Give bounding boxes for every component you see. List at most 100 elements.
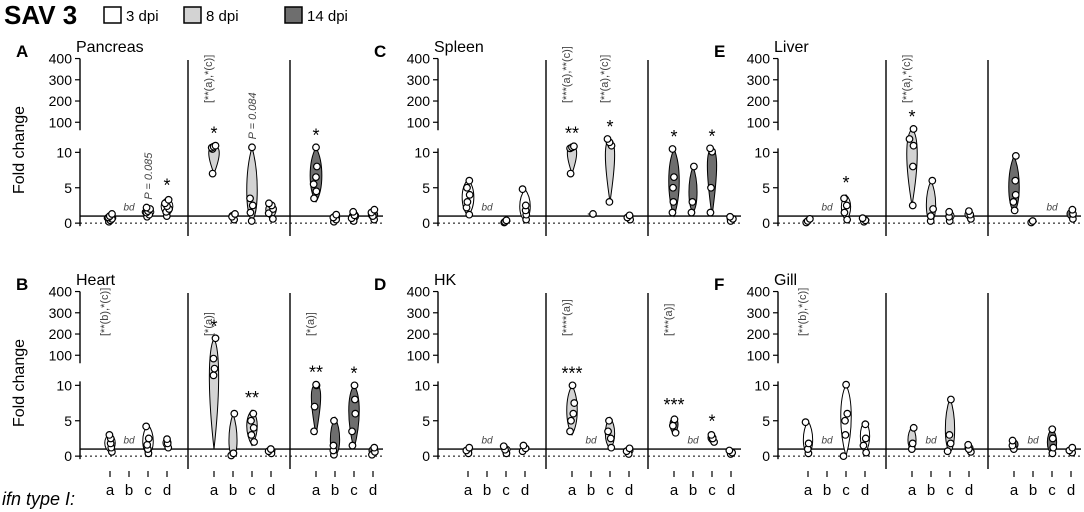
data-point	[926, 212, 935, 220]
data-point	[945, 431, 954, 439]
y-tick-label: 10	[414, 144, 430, 160]
x-category-label: d	[861, 482, 869, 499]
data-point	[247, 416, 255, 425]
data-point	[842, 380, 850, 389]
data-point	[164, 195, 173, 204]
significance-bracket: [****(a)]	[561, 299, 573, 336]
data-point	[929, 205, 937, 213]
x-category-label: b	[823, 482, 831, 499]
data-point	[946, 439, 955, 448]
data-point	[351, 409, 360, 418]
y-tick-label: 400	[747, 284, 771, 300]
x-category-label: c	[1048, 482, 1056, 499]
data-point	[841, 416, 849, 425]
data-point	[249, 423, 258, 432]
data-point	[312, 187, 321, 196]
data-point	[606, 434, 615, 443]
x-category-label: c	[350, 482, 358, 499]
data-point	[518, 185, 527, 194]
figure-title: SAV 3	[4, 0, 77, 30]
data-point	[1011, 151, 1020, 160]
y-tick-label: 10	[56, 144, 72, 160]
x-category-label: c	[946, 482, 954, 499]
below-detection-label: bd	[821, 435, 833, 446]
panel-c: C Spleen 0 5 10 100 200 300 400 bd [***(a),**(c)] […	[374, 39, 741, 236]
data-point	[309, 180, 318, 189]
data-point	[348, 441, 357, 450]
y-tick-label: 400	[49, 284, 73, 300]
data-point	[144, 434, 153, 443]
panel-letter: D	[374, 275, 386, 294]
y-tick-label: 400	[407, 51, 431, 67]
data-point	[840, 208, 849, 217]
x-category-label: a	[908, 482, 917, 499]
legend-label-8dpi: 8 dpi	[206, 8, 239, 25]
x-category-label: c	[606, 482, 614, 499]
y-tick-label: 300	[49, 72, 73, 88]
data-point	[1048, 425, 1057, 434]
data-point	[266, 445, 275, 453]
data-point	[1049, 443, 1058, 452]
data-point	[163, 435, 171, 444]
data-point	[909, 125, 918, 133]
significance-star: *	[312, 125, 319, 145]
data-point	[861, 420, 870, 429]
y-tick-label: 0	[762, 215, 770, 231]
violin-shape	[668, 147, 680, 218]
significance-bracket: [***(a)]	[663, 304, 675, 336]
y-tick-label: 10	[56, 377, 72, 393]
x-category-label: b	[331, 482, 339, 499]
below-detection-label: bd	[123, 202, 135, 213]
x-category-label: d	[369, 482, 377, 499]
p-value-note: P = 0.084	[247, 92, 259, 139]
x-category-label: a	[464, 482, 473, 499]
data-point	[142, 422, 151, 431]
x-category-label: b	[229, 482, 237, 499]
data-point	[142, 203, 151, 212]
significance-star: *	[210, 124, 217, 144]
data-point	[569, 409, 578, 418]
data-point	[499, 442, 508, 451]
y-tick-label: 300	[747, 305, 771, 321]
panel-letter: C	[374, 42, 386, 61]
data-point	[947, 395, 955, 404]
data-point	[351, 395, 359, 404]
x-category-label: d	[163, 482, 171, 499]
data-point	[945, 207, 954, 216]
legend-swatch-14dpi	[284, 6, 303, 24]
y-tick-label: 100	[49, 347, 73, 363]
panel-tissue-name: Gill	[774, 272, 797, 289]
data-point	[604, 427, 612, 436]
data-point	[668, 145, 677, 153]
x-category-label: b	[125, 482, 133, 499]
data-point	[1028, 217, 1037, 225]
y-tick-label: 200	[49, 326, 73, 342]
x-category-label: a	[568, 482, 577, 499]
data-point	[707, 431, 716, 439]
significance-star: ***	[561, 363, 582, 383]
x-category-label: d	[727, 482, 735, 499]
data-point	[247, 217, 256, 225]
data-point	[246, 194, 254, 203]
data-point	[566, 427, 574, 436]
y-axis-title-top: Fold change	[11, 106, 28, 194]
data-point	[805, 215, 814, 223]
significance-bracket: [**(b),*(c)]	[797, 288, 809, 336]
data-point	[465, 190, 474, 199]
data-point	[688, 198, 697, 206]
data-point	[265, 199, 273, 208]
data-point	[841, 431, 850, 439]
y-tick-label: 300	[747, 72, 771, 88]
data-point	[690, 162, 698, 171]
x-category-label: a	[1010, 482, 1019, 499]
data-point	[502, 216, 511, 225]
legend-swatch-8dpi	[183, 6, 202, 24]
significance-star: **	[309, 363, 323, 383]
x-category-label: b	[927, 482, 935, 499]
data-point	[605, 416, 613, 425]
significance-star: *	[708, 411, 715, 431]
data-point	[1010, 206, 1019, 215]
significance-star: *	[842, 173, 849, 193]
significance-bracket: [*(a)]	[305, 312, 317, 336]
data-point	[332, 210, 341, 219]
